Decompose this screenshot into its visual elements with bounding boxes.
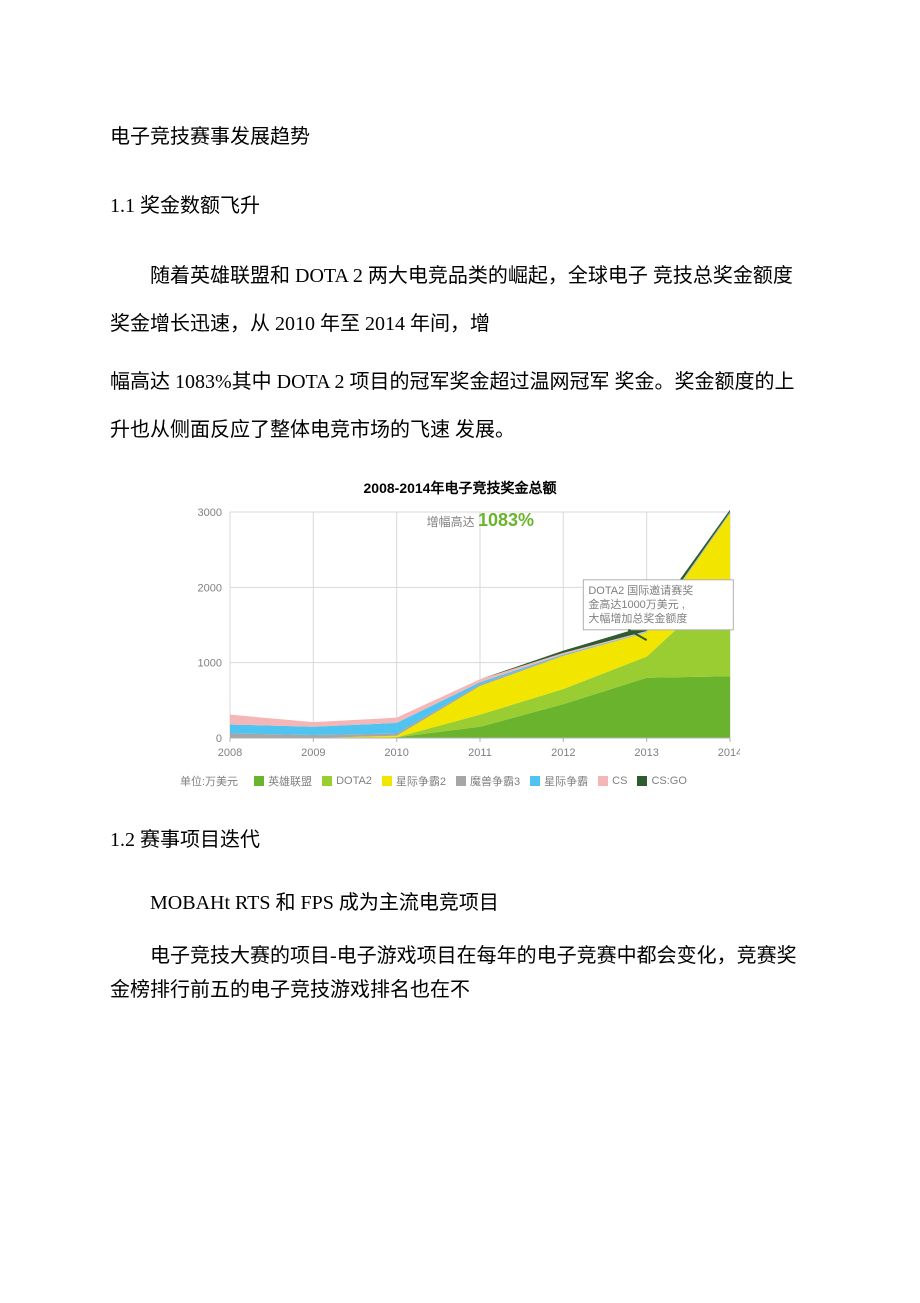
legend-label: CS bbox=[612, 775, 627, 787]
legend-item: 魔兽争霸3 bbox=[456, 773, 520, 789]
legend-swatch bbox=[382, 776, 392, 786]
svg-text:2014: 2014 bbox=[718, 747, 740, 759]
section-1-1-para-1: 随着英雄联盟和 DOTA 2 两大电竞品类的崛起，全球电子 竞技总奖金额度奖金增… bbox=[110, 252, 810, 348]
legend-label: 星际争霸2 bbox=[396, 773, 446, 789]
legend-item: DOTA2 bbox=[322, 775, 372, 787]
section-1-2-subhead: MOBAHt RTS 和 FPS 成为主流电竞项目 bbox=[110, 886, 810, 915]
svg-text:2013: 2013 bbox=[634, 747, 658, 759]
chart-title: 2008-2014年电子竞技奖金总额 bbox=[180, 478, 740, 498]
legend-label: 魔兽争霸3 bbox=[470, 773, 520, 789]
section-1-1-head: 1.1 奖金数额飞升 bbox=[110, 189, 810, 218]
svg-text:1000: 1000 bbox=[198, 658, 222, 670]
legend-label: DOTA2 bbox=[336, 775, 372, 787]
svg-text:2012: 2012 bbox=[551, 747, 575, 759]
svg-text:2010: 2010 bbox=[384, 747, 408, 759]
legend-swatch bbox=[254, 776, 264, 786]
section-1-2-para-1: 电子竞技大赛的项目-电子游戏项目在每年的电子竞赛中都会变化，竞赛奖金榜排行前五的… bbox=[110, 939, 810, 1007]
prize-chart: 2008-2014年电子竞技奖金总额 0 1000 2000 3000 2008 2009… bbox=[180, 478, 740, 789]
legend-swatch bbox=[322, 776, 332, 786]
svg-text:2000: 2000 bbox=[198, 582, 222, 594]
legend-label: 英雄联盟 bbox=[268, 773, 312, 789]
legend-swatch bbox=[598, 776, 608, 786]
section-1-1-para-2: 幅高达 1083%其中 DOTA 2 项目的冠军奖金超过温网冠军 奖金。奖金额度… bbox=[110, 358, 810, 454]
legend-swatch bbox=[456, 776, 466, 786]
legend-swatch bbox=[530, 776, 540, 786]
svg-text:2009: 2009 bbox=[301, 747, 325, 759]
legend-item: 星际争霸 bbox=[530, 773, 588, 789]
svg-text:金高达1000万美元 ,: 金高达1000万美元 , bbox=[588, 597, 685, 611]
svg-text:大幅增加总奖金额度: 大幅增加总奖金额度 bbox=[588, 611, 687, 625]
legend-item: CS:GO bbox=[637, 775, 686, 787]
svg-text:0: 0 bbox=[216, 733, 222, 745]
legend-label: CS:GO bbox=[651, 775, 686, 787]
legend-label: 星际争霸 bbox=[544, 773, 588, 789]
doc-title: 电子竞技赛事发展趋势 bbox=[110, 120, 810, 149]
svg-text:3000: 3000 bbox=[198, 507, 222, 519]
document-page: 电子竞技赛事发展趋势 1.1 奖金数额飞升 随着英雄联盟和 DOTA 2 两大电… bbox=[0, 0, 920, 1303]
chart-legend: 单位:万美元 英雄联盟 DOTA2 星际争霸2 魔兽争霸3 星际争霸 CS CS:GO bbox=[180, 773, 740, 789]
legend-item: 英雄联盟 bbox=[254, 773, 312, 789]
legend-item: 星际争霸2 bbox=[382, 773, 446, 789]
chart-unit-label: 单位:万美元 bbox=[180, 773, 238, 789]
chart-svg: 0 1000 2000 3000 2008 2009 2010 2011 2012 2013 201… bbox=[180, 502, 740, 762]
legend-swatch bbox=[637, 776, 647, 786]
svg-text:2008: 2008 bbox=[218, 747, 242, 759]
svg-text:2011: 2011 bbox=[468, 747, 492, 759]
legend-item: CS bbox=[598, 775, 627, 787]
section-1-2-head: 1.2 赛事项目迭代 bbox=[110, 823, 810, 852]
svg-text:DOTA2 国际邀请赛奖: DOTA2 国际邀请赛奖 bbox=[588, 583, 693, 597]
